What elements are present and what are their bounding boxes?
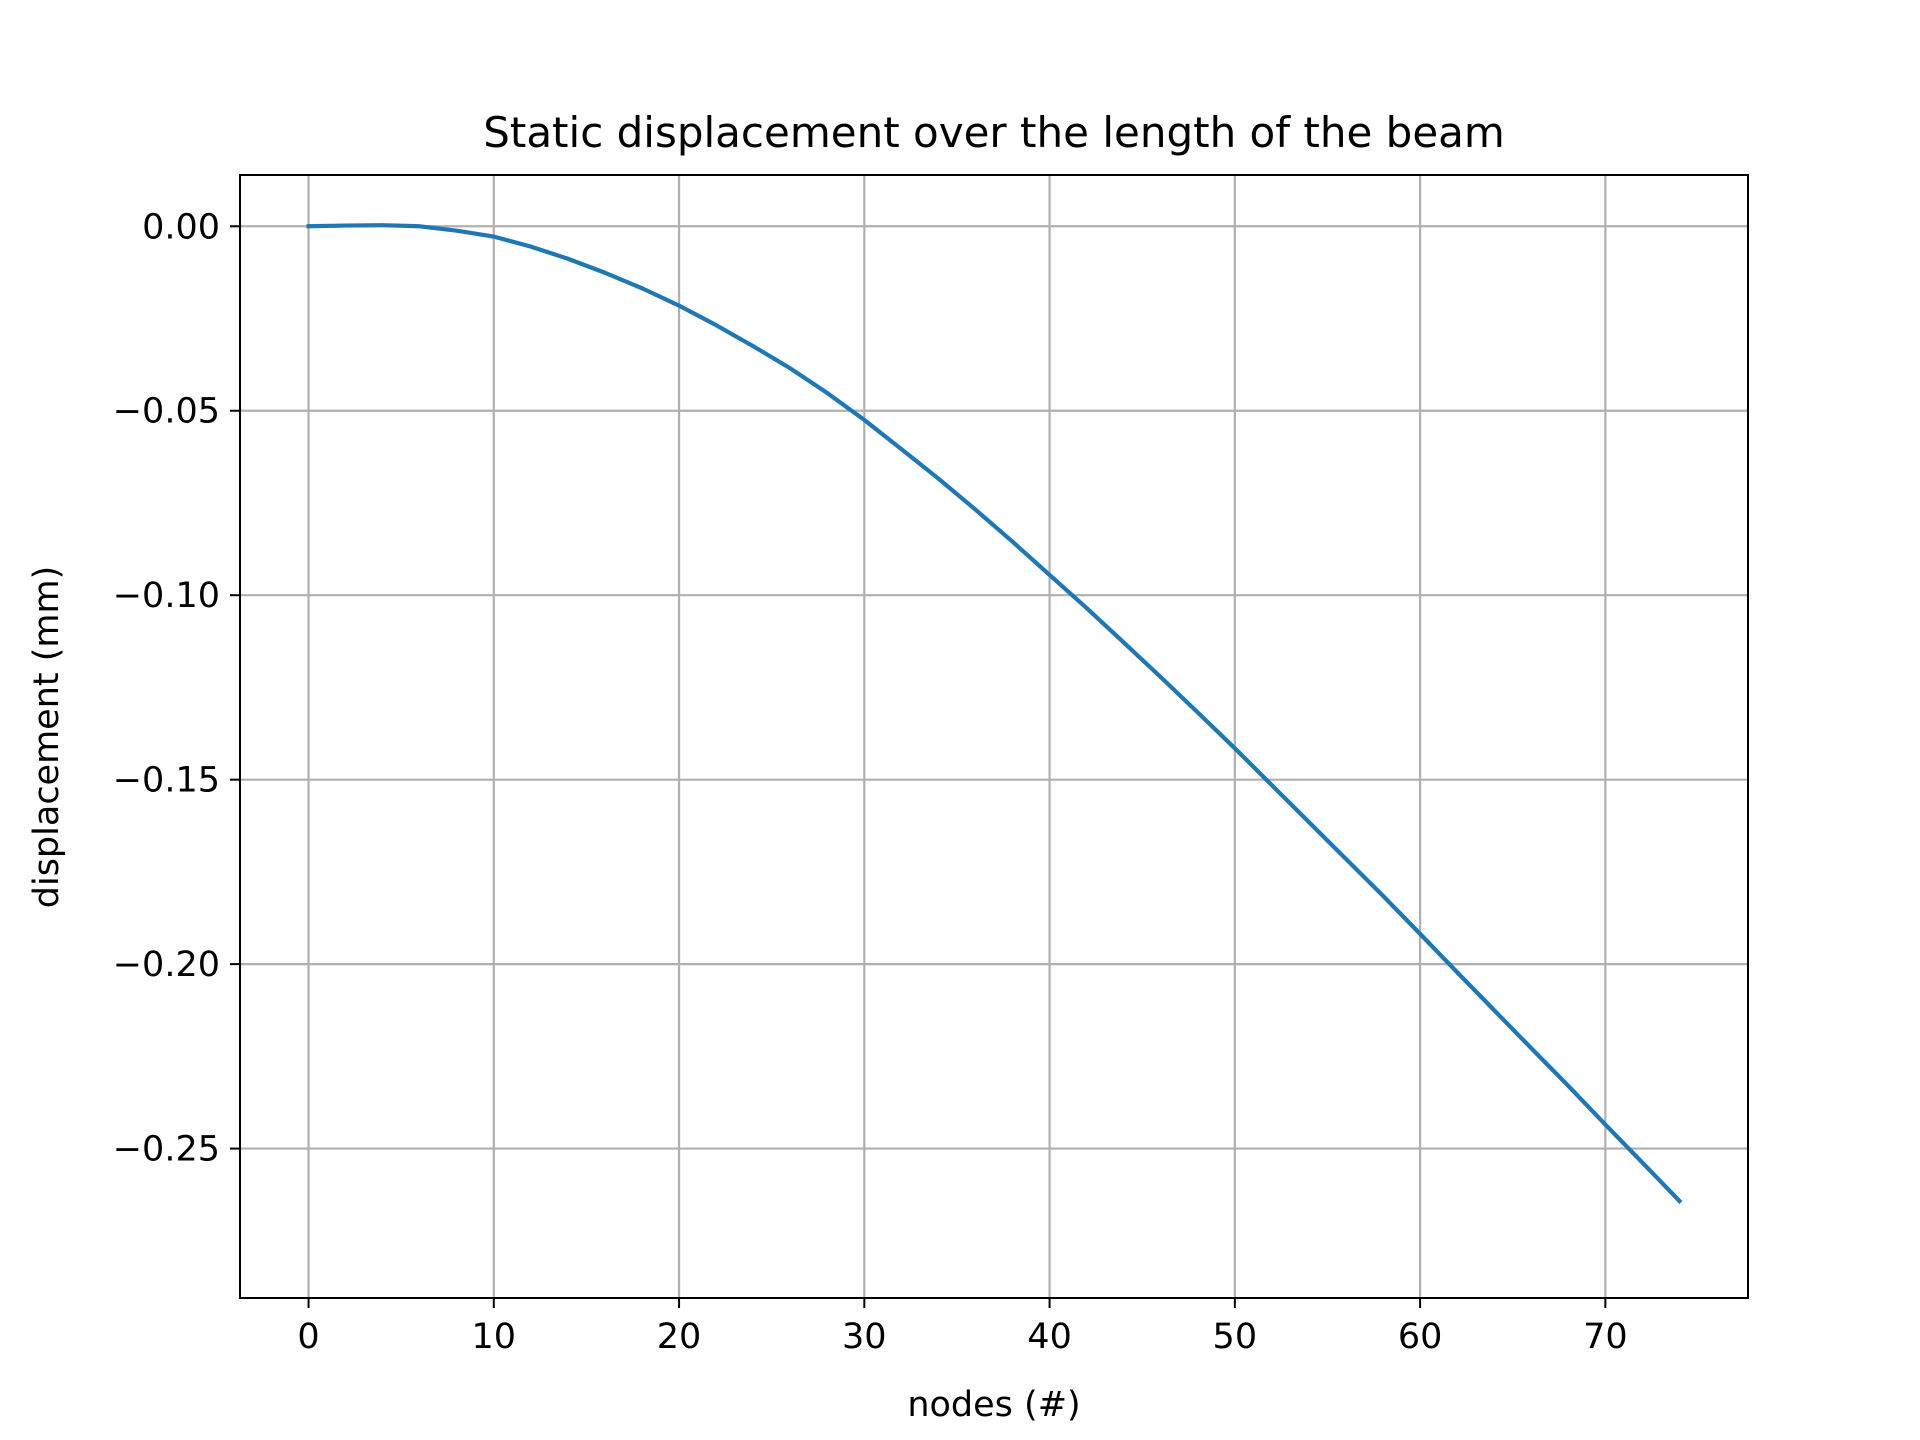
y-axis-label: displacement (mm)	[27, 566, 67, 909]
x-tick-label: 70	[1583, 1317, 1628, 1357]
x-tick-label: 60	[1398, 1317, 1443, 1357]
x-tick-label: 10	[472, 1317, 517, 1357]
y-tick-label: −0.25	[113, 1130, 220, 1170]
x-tick-label: 0	[297, 1317, 319, 1357]
y-axis-ticks: 0.00 −0.05 −0.10 −0.15 −0.20 −0.25	[113, 207, 240, 1170]
x-tick-label: 20	[657, 1317, 702, 1357]
x-tick-label: 50	[1213, 1317, 1258, 1357]
x-axis-ticks: 0 10 20 30 40 50 60 70	[297, 1298, 1628, 1357]
x-tick-label: 30	[842, 1317, 887, 1357]
y-tick-label: −0.10	[113, 576, 220, 616]
plot-area-frame	[239, 174, 1749, 1299]
chart-title: Static displacement over the length of t…	[483, 108, 1505, 157]
y-tick-label: −0.15	[113, 761, 220, 801]
series-line	[306, 223, 1683, 1204]
y-tick-label: −0.05	[113, 392, 220, 432]
x-tick-label: 40	[1027, 1317, 1072, 1357]
series-layer	[306, 223, 1683, 1204]
x-axis-label: nodes (#)	[907, 1385, 1080, 1425]
y-tick-label: −0.20	[113, 945, 220, 985]
grid	[240, 175, 1748, 1298]
y-tick-label: 0.00	[142, 207, 220, 247]
